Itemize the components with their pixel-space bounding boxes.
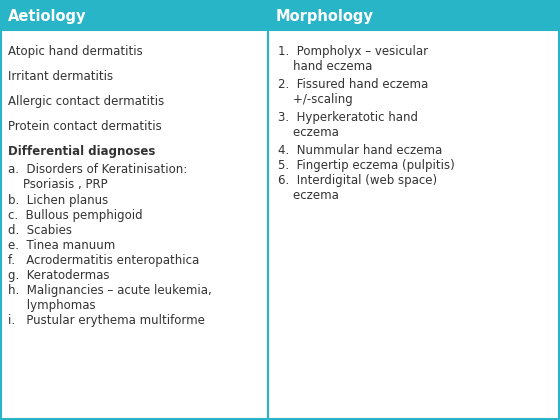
Text: c.  Bullous pemphigoid: c. Bullous pemphigoid	[8, 209, 143, 222]
Text: b.  Lichen planus: b. Lichen planus	[8, 194, 108, 207]
Text: 2.  Fissured hand eczema: 2. Fissured hand eczema	[278, 78, 428, 91]
Text: Morphology: Morphology	[276, 8, 374, 24]
Text: Aetiology: Aetiology	[8, 8, 86, 24]
Text: Protein contact dermatitis: Protein contact dermatitis	[8, 120, 162, 133]
Text: Differential diagnoses: Differential diagnoses	[8, 145, 155, 158]
Text: a.  Disorders of Keratinisation:: a. Disorders of Keratinisation:	[8, 163, 187, 176]
Text: 6.  Interdigital (web space): 6. Interdigital (web space)	[278, 174, 437, 187]
Text: 4.  Nummular hand eczema: 4. Nummular hand eczema	[278, 144, 442, 157]
Text: Allergic contact dermatitis: Allergic contact dermatitis	[8, 95, 164, 108]
Bar	[1, 2, 559, 30]
Text: 5.  Fingertip eczema (pulpitis): 5. Fingertip eczema (pulpitis)	[278, 159, 455, 172]
Text: i.   Pustular erythema multiforme: i. Pustular erythema multiforme	[8, 314, 205, 327]
Text: 3.  Hyperkeratotic hand: 3. Hyperkeratotic hand	[278, 111, 418, 124]
Text: Irritant dermatitis: Irritant dermatitis	[8, 70, 113, 83]
Text: e.  Tinea manuum: e. Tinea manuum	[8, 239, 115, 252]
Text: lymphomas: lymphomas	[8, 299, 96, 312]
Text: d.  Scabies: d. Scabies	[8, 224, 72, 237]
Text: f.   Acrodermatitis enteropathica: f. Acrodermatitis enteropathica	[8, 254, 199, 267]
Text: 1.  Pompholyx – vesicular: 1. Pompholyx – vesicular	[278, 45, 428, 58]
Text: h.  Malignancies – acute leukemia,: h. Malignancies – acute leukemia,	[8, 284, 212, 297]
Text: hand eczema: hand eczema	[278, 60, 372, 73]
Text: g.  Keratodermas: g. Keratodermas	[8, 269, 110, 282]
Text: eczema: eczema	[278, 126, 339, 139]
Text: Atopic hand dermatitis: Atopic hand dermatitis	[8, 45, 143, 58]
Text: Psoriasis , PRP: Psoriasis , PRP	[8, 178, 108, 191]
Text: eczema: eczema	[278, 189, 339, 202]
Text: +/-scaling: +/-scaling	[278, 93, 353, 106]
